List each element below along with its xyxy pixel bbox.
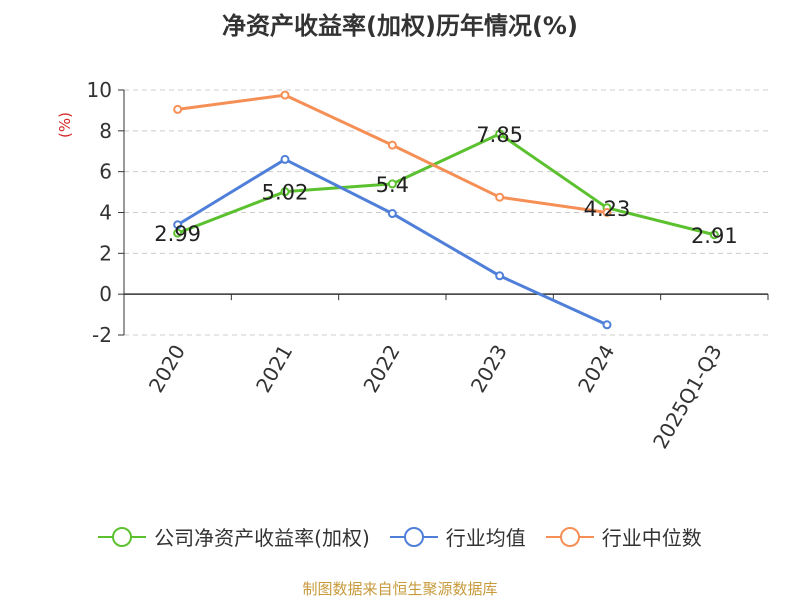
data-point bbox=[280, 90, 290, 100]
legend-line-circle-icon bbox=[545, 526, 594, 547]
y-tick-label: 0 bbox=[99, 282, 112, 306]
data-label: 4.23 bbox=[584, 197, 631, 221]
y-tick-label: 8 bbox=[99, 119, 112, 143]
y-tick-label: 6 bbox=[99, 160, 112, 184]
series-line-0 bbox=[177, 132, 715, 237]
chart-title: 净资产收益率(加权)历年情况(%) bbox=[222, 12, 578, 40]
data-label: 2.99 bbox=[154, 222, 201, 246]
data-point bbox=[173, 228, 183, 238]
x-tick-label: 2022 bbox=[358, 341, 404, 397]
data-point bbox=[280, 187, 290, 197]
data-label: 2.91 bbox=[691, 224, 738, 248]
data-point bbox=[495, 271, 505, 281]
line-chart: -2 0 2 4 6 8 10 2020 2021 2022 2023 2024 2025Q1-Q3 2… bbox=[56, 78, 769, 453]
data-point bbox=[387, 140, 397, 150]
legend-label: 行业中位数 bbox=[601, 526, 702, 550]
data-point bbox=[280, 154, 290, 164]
data-label: 5.02 bbox=[262, 181, 309, 205]
legend-label: 行业均值 bbox=[445, 526, 526, 550]
series-lines bbox=[173, 90, 719, 330]
legend-item-1[interactable]: 行业均值 bbox=[389, 522, 526, 551]
legend-line-circle-icon bbox=[389, 526, 438, 547]
data-point bbox=[387, 209, 397, 219]
x-tick-label: 2023 bbox=[466, 340, 512, 396]
data-point bbox=[495, 192, 505, 202]
x-tick-label: 2021 bbox=[251, 341, 297, 397]
data-point bbox=[709, 230, 719, 240]
x-tick-label: 2024 bbox=[573, 341, 619, 397]
data-point bbox=[495, 129, 505, 139]
legend-item-0[interactable]: 公司净资产收益率(加权) bbox=[98, 522, 370, 551]
y-axis-label: (%) bbox=[56, 112, 74, 138]
data-point bbox=[173, 104, 183, 114]
data-point bbox=[602, 320, 612, 330]
x-tick-label: 2025Q1-Q3 bbox=[648, 341, 727, 453]
data-labels: 2.99 5.02 5.4 7.85 4.23 2.91 bbox=[154, 123, 737, 248]
legend: 公司净资产收益率(加权) 行业均值 行业中位数 bbox=[0, 522, 800, 551]
data-point bbox=[173, 220, 183, 230]
data-label: 7.85 bbox=[476, 123, 523, 147]
legend-item-2[interactable]: 行业中位数 bbox=[545, 522, 702, 551]
data-point bbox=[602, 208, 612, 217]
legend-label: 公司净资产收益率(加权) bbox=[154, 526, 370, 550]
y-tick-label: 4 bbox=[99, 201, 112, 225]
y-tick-label: -2 bbox=[92, 323, 112, 347]
axes: -2 0 2 4 6 8 10 2020 2021 2022 2023 2024 2025Q1-Q3 bbox=[87, 78, 769, 453]
data-source-note: 制图数据来自恒生聚源数据库 bbox=[302, 580, 498, 598]
data-label: 5.4 bbox=[376, 173, 409, 197]
y-tick-label: 2 bbox=[99, 241, 112, 265]
x-tick-label: 2020 bbox=[144, 341, 190, 397]
legend-line-circle-icon bbox=[98, 526, 147, 547]
data-point bbox=[387, 179, 397, 189]
y-tick-label: 10 bbox=[87, 78, 112, 102]
